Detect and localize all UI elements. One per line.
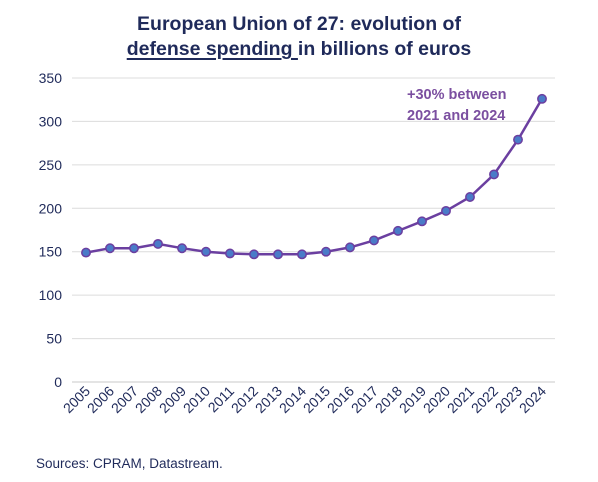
x-axis-ticks: 2005200620072008200920102011201220132014… bbox=[60, 383, 549, 416]
data-point bbox=[393, 225, 403, 236]
source-note: Sources: CPRAM, Datastream. bbox=[36, 456, 223, 471]
x-tick-label: 2024 bbox=[516, 383, 549, 416]
y-tick-label: 150 bbox=[39, 244, 63, 260]
data-point bbox=[345, 242, 355, 253]
gridlines bbox=[72, 77, 555, 383]
data-points bbox=[81, 93, 547, 260]
y-tick-label: 250 bbox=[39, 157, 63, 173]
chart-title-underlined: defense spending bbox=[126, 38, 298, 60]
y-tick-label: 350 bbox=[39, 70, 63, 86]
data-point bbox=[201, 246, 211, 257]
data-point bbox=[225, 248, 235, 259]
data-point bbox=[465, 192, 475, 202]
data-point bbox=[537, 93, 547, 104]
data-point bbox=[177, 243, 187, 254]
y-axis-ticks: 0 50 100 150 200 250 300 350 bbox=[39, 70, 63, 390]
y-tick-label: 100 bbox=[39, 287, 63, 303]
data-point bbox=[81, 247, 91, 258]
data-point bbox=[417, 216, 427, 227]
chart-title-line2: defense spending in billions of euros bbox=[0, 37, 598, 62]
y-tick-label: 200 bbox=[39, 200, 63, 216]
data-point bbox=[441, 205, 451, 216]
chart-title-rest: in billions of euros bbox=[297, 38, 472, 60]
data-point bbox=[369, 235, 379, 246]
data-point bbox=[105, 243, 115, 254]
data-point bbox=[153, 238, 163, 249]
chart-title-line1: European Union of 27: evolution of bbox=[137, 13, 461, 35]
annotation-line2: 2021 and 2024 bbox=[407, 108, 505, 124]
y-tick-label: 300 bbox=[39, 113, 63, 129]
y-tick-label: 50 bbox=[46, 331, 62, 347]
data-point bbox=[129, 243, 139, 254]
data-point bbox=[273, 249, 283, 260]
data-point bbox=[513, 134, 523, 145]
annotation-line1: +30% between bbox=[407, 87, 507, 103]
data-point bbox=[297, 249, 307, 260]
chart-title: European Union of 27: evolution of defen… bbox=[0, 12, 598, 62]
data-point bbox=[249, 249, 259, 260]
y-tick-label: 0 bbox=[54, 374, 62, 390]
data-point bbox=[489, 169, 499, 180]
data-point bbox=[321, 246, 331, 257]
